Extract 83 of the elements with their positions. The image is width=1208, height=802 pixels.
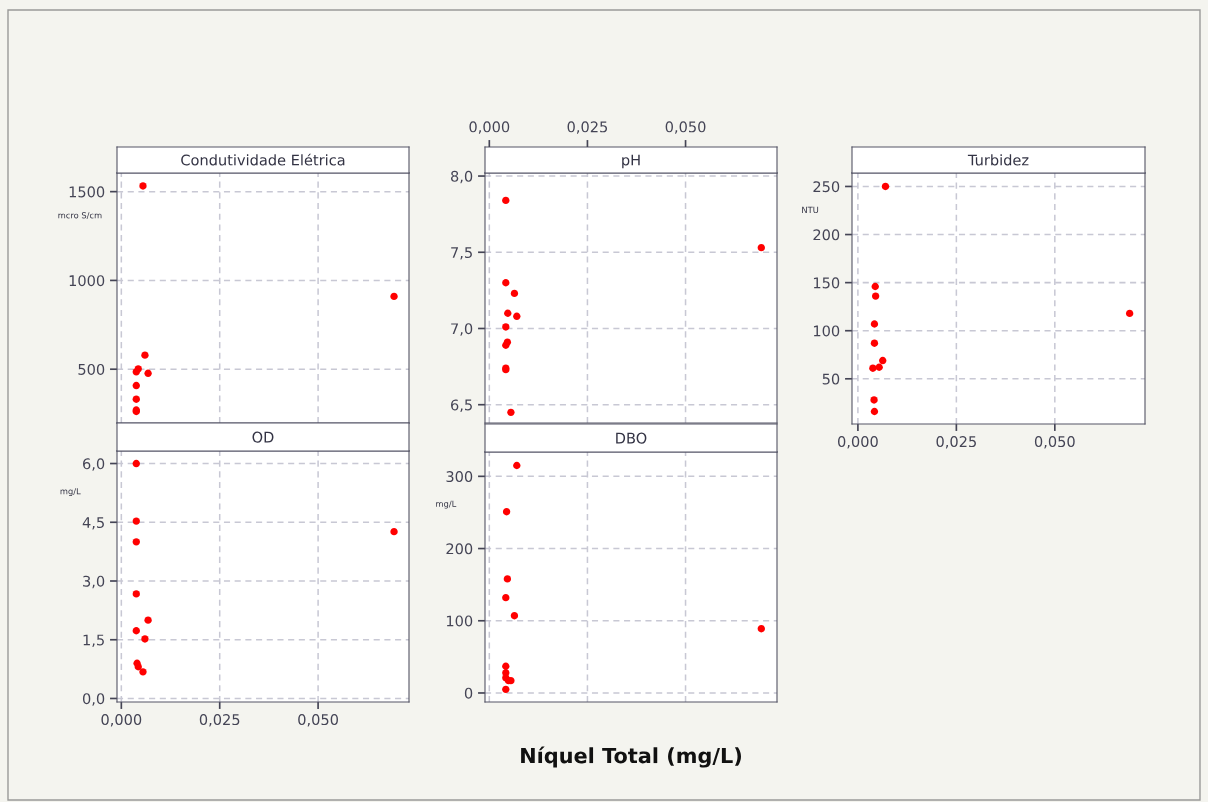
point	[132, 395, 140, 403]
x-tick-label: 0,025	[199, 714, 240, 727]
point	[502, 323, 510, 331]
point	[871, 282, 879, 291]
point	[132, 590, 140, 598]
chart-title: DBO	[616, 432, 647, 444]
point	[502, 685, 510, 694]
y-tick-label: 500	[78, 363, 105, 375]
x-tick-label: 0,050	[298, 714, 338, 727]
y-tick-label: 50	[822, 373, 840, 385]
x-tick-label: 0,000	[469, 121, 510, 134]
x-axis-title: Níquel Total (mg/L)	[521, 746, 741, 768]
point	[141, 635, 149, 643]
point	[1125, 309, 1134, 318]
point	[132, 381, 140, 390]
point	[881, 182, 890, 191]
y-axis-title: mcro S/cm	[58, 212, 102, 220]
point	[144, 616, 152, 624]
y-tick-label: 4,5	[82, 517, 104, 530]
point	[757, 625, 765, 633]
point	[502, 593, 510, 602]
point	[510, 289, 519, 298]
point	[390, 527, 398, 536]
x-tick-label: 0,025	[567, 121, 608, 134]
y-tick-label: 100	[813, 325, 840, 337]
y-tick-label: 7,0	[451, 323, 473, 336]
point	[144, 369, 152, 377]
point	[871, 292, 880, 300]
y-tick-label: 100	[446, 615, 473, 627]
y-tick-label: 0,0	[82, 693, 105, 706]
point	[502, 196, 510, 205]
x-tick-label: 0,050	[665, 121, 706, 134]
x-tick-label: 0,050	[1034, 436, 1075, 449]
y-tick-label: 200	[446, 543, 473, 555]
point	[513, 461, 521, 470]
y-tick-label: 200	[813, 229, 840, 241]
point	[507, 408, 515, 416]
y-tick-label: 1500	[69, 186, 105, 198]
y-tick-label: 150	[813, 277, 840, 289]
point	[869, 364, 877, 372]
y-tick-label: 6,0	[83, 458, 105, 471]
point	[390, 292, 398, 301]
point	[513, 312, 521, 320]
x-tick-label: 0,000	[837, 436, 878, 449]
y-axis-title: mg/L	[60, 488, 81, 496]
y-tick-label: 1000	[69, 275, 105, 287]
y-tick-label: 300	[446, 471, 473, 483]
point	[870, 396, 878, 404]
point	[132, 627, 140, 635]
point	[870, 407, 879, 416]
y-axis-title: NTU	[802, 206, 819, 214]
point	[502, 279, 510, 287]
point	[141, 351, 149, 359]
y-tick-label: 8,0	[450, 170, 473, 184]
y-tick-label: 7,5	[451, 247, 472, 260]
point	[870, 339, 879, 347]
point	[139, 668, 147, 676]
point	[757, 244, 765, 252]
y-tick-label: 3,0	[83, 575, 105, 589]
y-tick-label: 250	[813, 181, 840, 193]
x-tick-label: 0,000	[101, 714, 142, 727]
point	[870, 320, 879, 328]
point	[502, 662, 510, 670]
point	[134, 663, 142, 671]
y-tick-label: 0	[464, 687, 473, 699]
x-tick-label: 0,025	[936, 436, 976, 449]
point	[502, 508, 511, 516]
point	[132, 459, 140, 468]
y-tick-label: 1,5	[83, 634, 104, 647]
point	[875, 363, 883, 371]
y-axis-title: mg/L	[436, 500, 457, 509]
chart-title: Turbidez	[967, 154, 1029, 166]
point	[132, 538, 140, 546]
point	[132, 517, 140, 525]
point	[504, 309, 512, 317]
point	[510, 612, 519, 620]
chart-title: Condutividade Elétrica	[181, 153, 345, 166]
chart-title: OD	[252, 431, 274, 443]
point	[139, 182, 147, 190]
chart-title: pH	[622, 154, 640, 169]
y-tick-label: 6,5	[451, 399, 472, 412]
point	[503, 575, 512, 583]
point	[879, 356, 887, 365]
